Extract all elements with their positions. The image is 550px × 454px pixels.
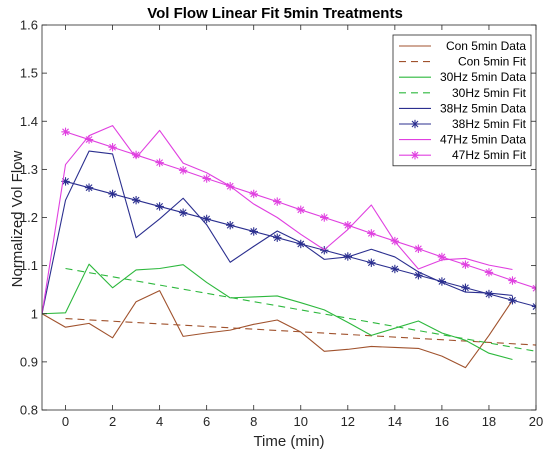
y-tick-label: 1 <box>31 306 38 321</box>
x-tick-label: 20 <box>529 414 543 429</box>
y-axis-label: Normalized Vol Flow <box>9 150 26 287</box>
data-point-38hz-5min-fit <box>84 183 94 192</box>
data-point-38hz-5min-fit <box>531 302 536 311</box>
y-tick-label: 1.1 <box>20 258 38 273</box>
data-point-38hz-5min-fit <box>390 264 400 274</box>
data-point-38hz-5min-fit <box>414 271 423 280</box>
x-tick-label: 12 <box>341 414 355 429</box>
data-point-38hz-5min-fit <box>155 202 164 211</box>
data-point-47hz-5min-fit <box>484 268 494 277</box>
legend-item-38hz-5min-data: 38Hz 5min Data <box>399 101 526 115</box>
data-point-47hz-5min-fit <box>437 252 447 262</box>
data-point-47hz-5min-fit <box>320 213 329 222</box>
x-tick-label: 0 <box>62 414 69 429</box>
x-tick-label: 6 <box>203 414 210 429</box>
legend-box <box>392 34 532 167</box>
x-tick-label: 4 <box>156 414 163 429</box>
legend-label: Con 5min Data <box>446 39 526 53</box>
y-tick-label: 1.4 <box>20 114 38 129</box>
x-tick-label: 16 <box>435 414 449 429</box>
y-tick-label: 1.2 <box>20 210 38 225</box>
data-point-38hz-5min-fit <box>273 233 282 242</box>
data-point-47hz-5min-fit <box>367 229 376 238</box>
data-point-47hz-5min-fit <box>508 276 517 285</box>
data-point-38hz-5min-fit <box>367 258 376 267</box>
data-point-38hz-5min-fit <box>343 252 353 261</box>
legend-item-con-5min-data: Con 5min Data <box>399 39 526 53</box>
legend-item-30hz-5min-data: 30Hz 5min Data <box>399 70 526 84</box>
data-point-47hz-5min-fit <box>249 189 258 199</box>
data-point-47hz-5min-fit <box>296 205 305 214</box>
data-point-38hz-5min-fit <box>178 208 188 217</box>
series-line-47hz-5min-data <box>42 125 513 314</box>
legend-label: 30Hz 5min Fit <box>452 86 527 100</box>
x-tick-label: 10 <box>294 414 308 429</box>
x-tick-label: 14 <box>388 414 402 429</box>
y-tick-label: 1.3 <box>20 162 38 177</box>
data-point-38hz-5min-fit <box>296 239 305 249</box>
y-tick-label: 0.9 <box>20 354 38 369</box>
legend-label: 47Hz 5min Data <box>440 133 526 147</box>
data-point-47hz-5min-fit <box>61 127 70 137</box>
legend-label: 30Hz 5min Data <box>440 70 526 84</box>
data-point-47hz-5min-fit <box>155 158 164 167</box>
data-point-47hz-5min-fit <box>343 221 353 230</box>
data-point-47hz-5min-fit <box>225 182 235 191</box>
data-point-38hz-5min-fit <box>225 221 235 230</box>
x-tick-label: 2 <box>109 414 116 429</box>
series-line-con-5min-fit <box>65 318 536 346</box>
legend-label: Con 5min Fit <box>458 55 527 69</box>
data-point-38hz-5min-fit <box>131 195 141 205</box>
data-point-47hz-5min-fit <box>131 150 141 160</box>
data-point-38hz-5min-fit <box>202 214 211 224</box>
data-point-38hz-5min-fit <box>108 189 117 199</box>
data-point-47hz-5min-fit <box>108 143 117 152</box>
legend-marker <box>410 119 420 129</box>
data-point-47hz-5min-fit <box>273 197 282 206</box>
axes: 0 2 4 6 8 10 12 14 16 18 20 0.8 0.9 1 1.1 1.2 1.3 1.4 1.5 1… <box>20 18 543 430</box>
legend-label: 47Hz 5min Fit <box>452 148 527 162</box>
data-point-47hz-5min-fit <box>390 236 400 246</box>
data-point-47hz-5min-fit <box>461 260 470 269</box>
data-point-47hz-5min-fit <box>202 174 211 183</box>
legend-label: 38Hz 5min Data <box>440 101 526 115</box>
chart-title: Vol Flow Linear Fit 5min Treatments <box>147 5 403 22</box>
y-tick-label: 1.5 <box>20 66 38 81</box>
data-point-38hz-5min-fit <box>437 277 447 286</box>
series-line-con-5min-data <box>42 290 513 369</box>
data-point-38hz-5min-fit <box>484 289 494 299</box>
legend-item-47hz-5min-fit: 47Hz 5min Fit <box>399 148 527 162</box>
legend-item-con-5min-fit: Con 5min Fit <box>399 55 527 69</box>
legend-marker <box>410 151 420 160</box>
x-tick-label: 18 <box>482 414 496 429</box>
legend-label: 38Hz 5min Fit <box>452 117 527 131</box>
x-axis-label: Time (min) <box>253 433 324 450</box>
legend-item-47hz-5min-data: 47Hz 5min Data <box>399 133 526 147</box>
y-tick-label: 1.6 <box>20 18 38 33</box>
series-group <box>42 125 536 369</box>
data-point-38hz-5min-fit <box>249 227 258 236</box>
legend-item-38hz-5min-fit: 38Hz 5min Fit <box>399 117 527 131</box>
data-point-47hz-5min-fit <box>414 244 423 253</box>
data-point-38hz-5min-fit <box>508 296 517 305</box>
legend-item-30hz-5min-fit: 30Hz 5min Fit <box>399 86 527 100</box>
series-line-30hz-5min-data <box>42 263 513 361</box>
data-point-47hz-5min-fit <box>178 166 188 175</box>
y-tick-label: 0.8 <box>20 403 38 418</box>
data-point-47hz-5min-fit <box>84 135 94 144</box>
data-point-47hz-5min-fit <box>531 284 536 293</box>
x-tick-label: 8 <box>250 414 257 429</box>
data-point-38hz-5min-fit <box>461 283 470 292</box>
series-line-30hz-5min-fit <box>65 267 536 352</box>
